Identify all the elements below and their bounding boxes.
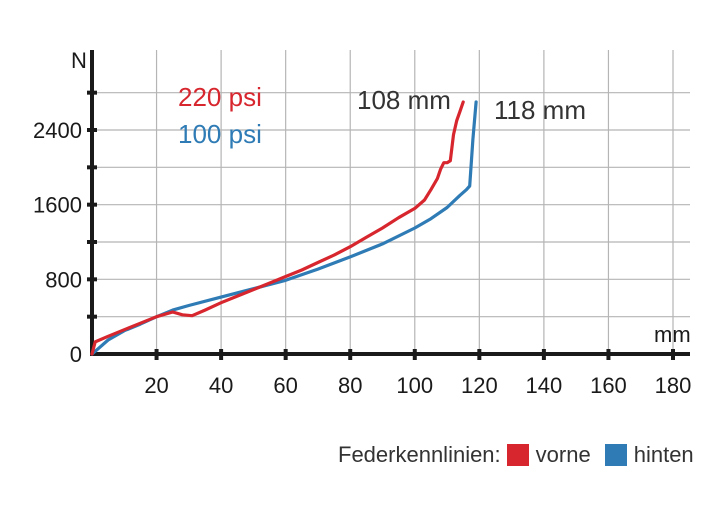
x-tick-label: 20: [144, 373, 168, 398]
legend-item-front: vorne: [501, 442, 591, 468]
y-axis-unit: N: [71, 48, 87, 73]
y-tick-label: 800: [45, 267, 82, 292]
spring-chart: 0 800 1600 2400 20 40 60 80 100 120 140 160 180 N mm…: [33, 48, 692, 398]
series-layer: [90, 100, 478, 356]
x-tick-label: 120: [461, 373, 498, 398]
blue-square-icon: [604, 444, 627, 466]
ticks: 0 800 1600 2400 20 40 60 80 100 120 140 160 180: [33, 90, 692, 398]
legend-item-rear: hinten: [599, 442, 694, 468]
x-tick-label: 180: [655, 373, 692, 398]
rear-travel-label: 118 mm: [494, 95, 586, 125]
x-axis-unit: mm: [654, 322, 691, 347]
x-tick-label: 80: [338, 373, 362, 398]
y-tick-label: 2400: [33, 118, 82, 143]
legend-label-rear: hinten: [633, 442, 694, 467]
front-travel-label: 108 mm: [357, 85, 451, 115]
x-tick-label: 40: [209, 373, 233, 398]
y-tick-label: 0: [70, 342, 82, 367]
legend-label-front: vorne: [535, 442, 591, 467]
legend: Federkennlinien: vorne hinten: [338, 440, 694, 470]
series-line-front: [90, 100, 465, 356]
x-tick-label: 160: [590, 373, 627, 398]
y-tick-label: 1600: [33, 193, 82, 218]
legend-title: Federkennlinien:: [338, 442, 501, 467]
front-pressure-label: 220 psi: [178, 82, 262, 112]
x-tick-label: 60: [273, 373, 297, 398]
x-tick-label: 140: [526, 373, 563, 398]
rear-pressure-label: 100 psi: [178, 119, 262, 149]
x-tick-label: 100: [396, 373, 433, 398]
red-square-icon: [506, 444, 529, 466]
grid: [92, 50, 690, 354]
